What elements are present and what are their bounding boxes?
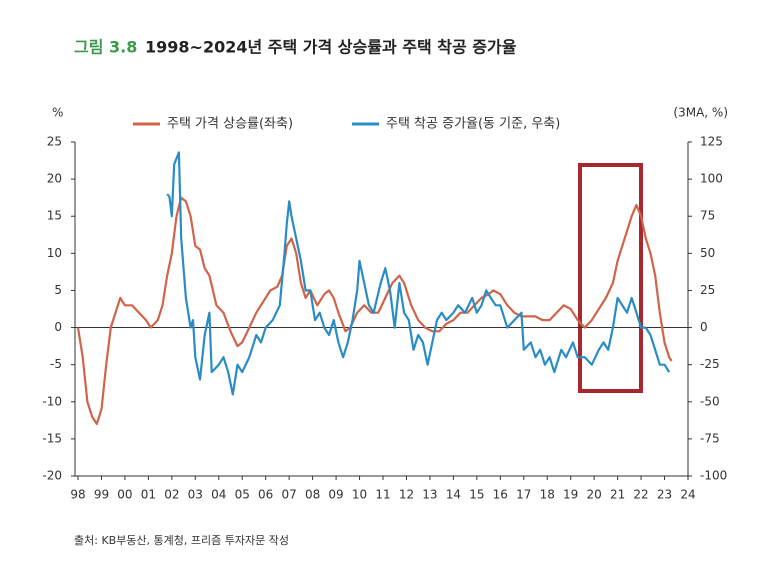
x-tick-label: 24: [680, 488, 695, 502]
x-tick-label: 13: [422, 488, 437, 502]
y2-tick-label: 25: [700, 283, 715, 297]
x-tick-label: 00: [117, 488, 132, 502]
y-tick-label: 0: [54, 320, 62, 334]
y-tick-label: 10: [47, 246, 62, 260]
y2-tick-label: -50: [700, 394, 720, 408]
y-tick-label: -5: [50, 357, 62, 371]
y2-axis-label: (3MA, %): [673, 106, 728, 120]
series-line: [76, 196, 673, 426]
y2-tick-label: 75: [700, 209, 715, 223]
y-tick-label: 20: [47, 172, 62, 186]
x-tick-label: 15: [469, 488, 484, 502]
x-tick-label: 21: [610, 488, 625, 502]
x-tick-label: 22: [633, 488, 648, 502]
source-note: 출처: KB부동산, 통계청, 프리즘 투자자문 작성: [74, 534, 289, 547]
x-tick-label: 14: [446, 488, 461, 502]
y-axis-label: %: [52, 106, 63, 120]
y-tick-label: 25: [47, 135, 62, 149]
x-tick-label: 11: [375, 488, 390, 502]
x-tick-label: 10: [352, 488, 367, 502]
x-tick-label: 06: [258, 488, 273, 502]
x-tick-label: 09: [328, 488, 343, 502]
y-tick-label: -20: [42, 469, 62, 483]
figure-label: 그림 3.8: [74, 38, 137, 57]
x-tick-label: 99: [94, 488, 109, 502]
y-tick-label: -15: [42, 431, 62, 445]
x-tick-label: 17: [516, 488, 531, 502]
x-tick-label: 98: [70, 488, 85, 502]
x-tick-label: 02: [164, 488, 179, 502]
y-tick-label: 5: [54, 283, 62, 297]
x-tick-label: 12: [399, 488, 414, 502]
series-line: [166, 151, 671, 396]
y2-tick-label: 0: [700, 320, 708, 334]
legend-label: 주택 착공 증가율(동 기준, 우축): [386, 117, 560, 132]
x-tick-label: 07: [282, 488, 297, 502]
x-tick-label: 16: [493, 488, 508, 502]
y2-tick-label: -75: [700, 431, 720, 445]
legend-label: 주택 가격 상승률(좌축): [167, 117, 293, 132]
y2-tick-label: -100: [700, 469, 727, 483]
y2-tick-label: 50: [700, 246, 715, 260]
y-tick-label: -10: [42, 394, 62, 408]
x-tick-label: 23: [657, 488, 672, 502]
y-tick-label: 15: [47, 209, 62, 223]
x-tick-label: 05: [235, 488, 250, 502]
y2-tick-label: 125: [700, 135, 723, 149]
highlight-box: [578, 163, 643, 393]
x-tick-label: 04: [211, 488, 226, 502]
x-tick-label: 01: [141, 488, 156, 502]
x-tick-label: 08: [305, 488, 320, 502]
y2-tick-label: 100: [700, 172, 723, 186]
chart-title: 1998~2024년 주택 가격 상승률과 주택 착공 증가율: [145, 38, 517, 57]
x-tick-label: 19: [563, 488, 578, 502]
y2-tick-label: -25: [700, 357, 720, 371]
x-tick-label: 03: [188, 488, 203, 502]
x-tick-label: 20: [587, 488, 602, 502]
x-tick-label: 18: [540, 488, 555, 502]
